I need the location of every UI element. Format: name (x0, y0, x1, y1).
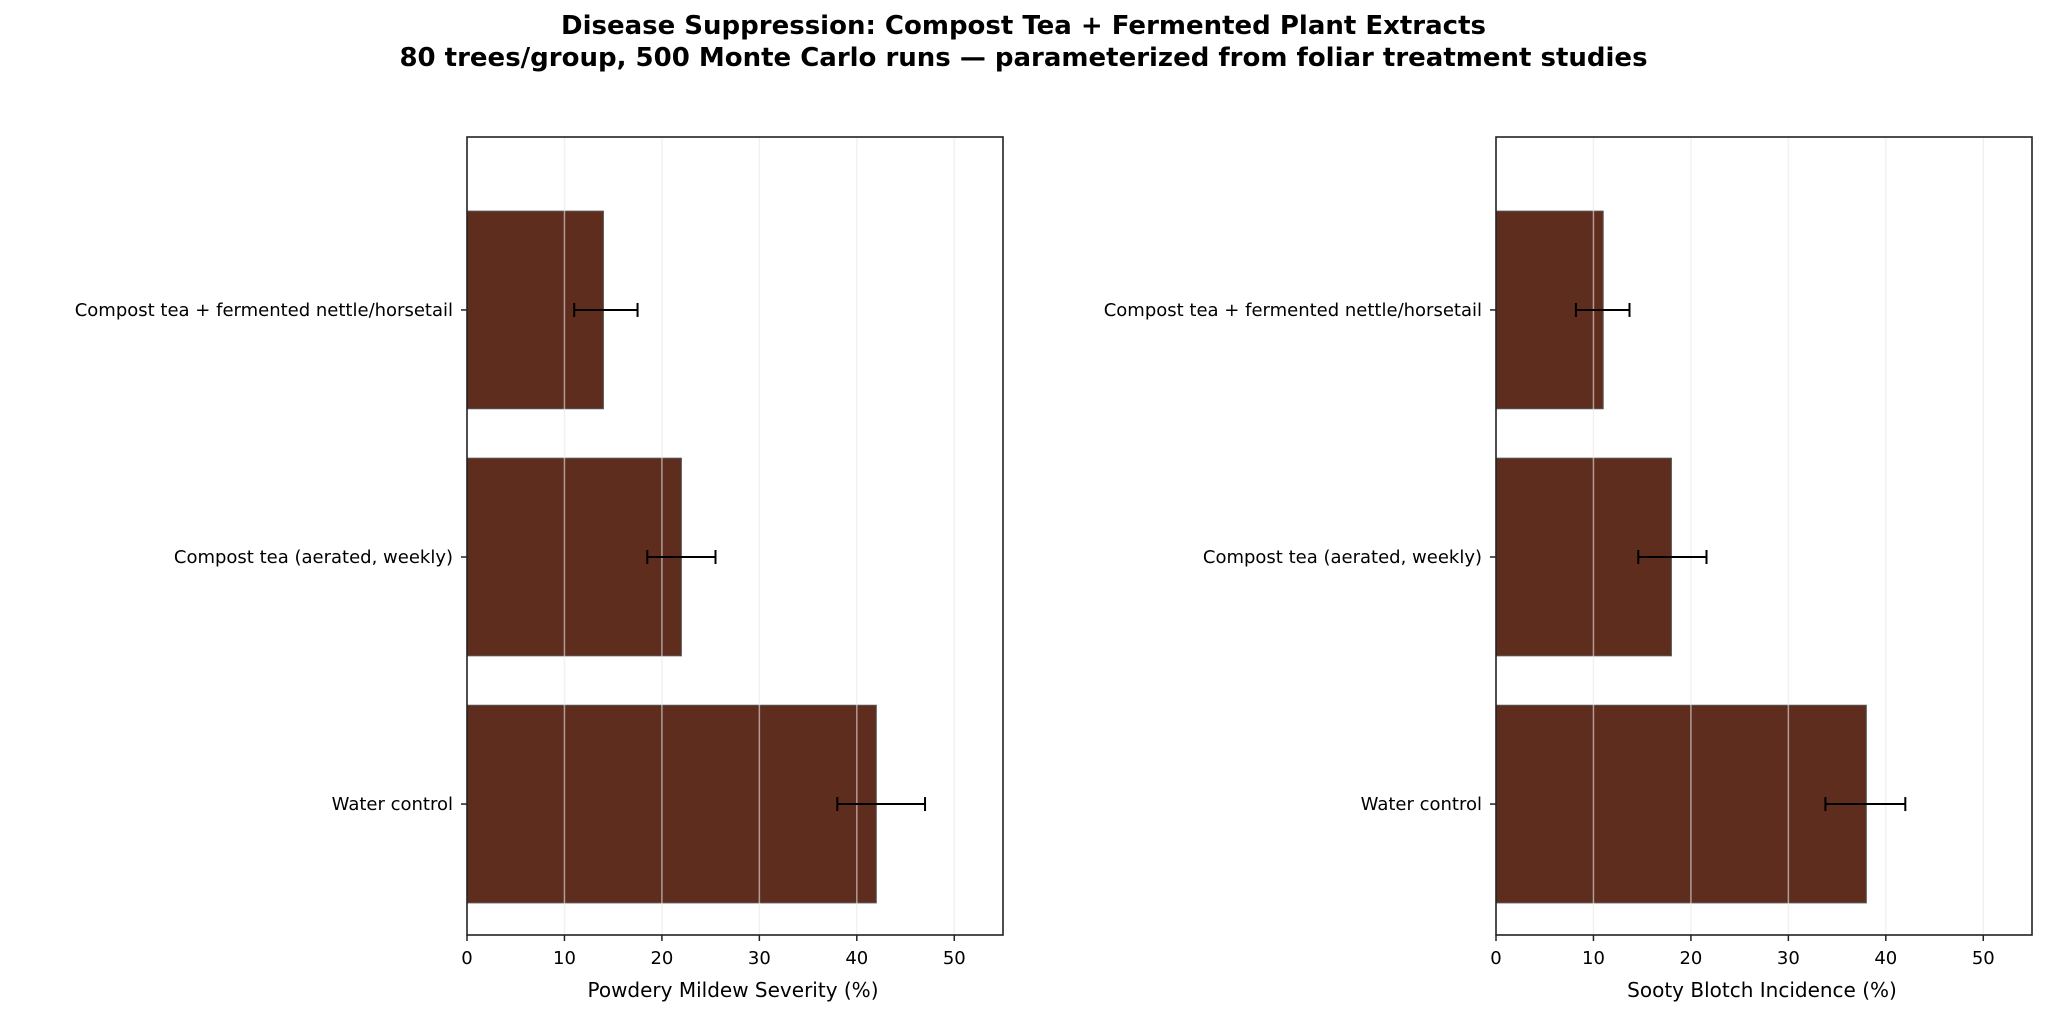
error-bar (573, 302, 639, 317)
error-bar (1824, 797, 1907, 812)
chart-title: Disease Suppression: Compost Tea + Ferme… (561, 11, 1486, 41)
panel-2: Compost tea + fermented nettle/horsetail… (1104, 136, 2033, 1002)
y-tick-label: Compost tea (aerated, weekly) (1203, 547, 1482, 568)
y-tick-label: Compost tea + fermented nettle/horsetail (75, 300, 453, 321)
bar (1495, 704, 1867, 904)
x-tick-label: 0 (1490, 948, 1501, 969)
x-tick-label: 40 (845, 948, 868, 969)
x-axis-label: Powdery Mildew Severity (%) (587, 978, 878, 1002)
x-tick-label: 20 (1679, 948, 1702, 969)
x-tick-label: 20 (650, 948, 673, 969)
x-axis-label: Sooty Blotch Incidence (%) (1627, 978, 1897, 1002)
x-tick-label: 10 (1582, 948, 1605, 969)
x-tick-label: 10 (553, 948, 576, 969)
error-bar (836, 797, 927, 812)
x-tick-label: 50 (1972, 948, 1995, 969)
error-bar (1637, 550, 1708, 564)
x-tick-label: 50 (943, 948, 966, 969)
y-tick-label: Water control (332, 794, 453, 815)
chart-subtitle: 80 trees/group, 500 Monte Carlo runs — p… (399, 43, 1648, 73)
x-tick-label: 30 (748, 948, 771, 969)
error-bar (1574, 302, 1631, 317)
axes-frame (1495, 136, 2033, 936)
x-tick-label: 40 (1874, 948, 1897, 969)
y-tick-label: Compost tea + fermented nettle/horsetail (1104, 300, 1482, 321)
y-tick-label: Compost tea (aerated, weekly) (174, 547, 453, 568)
y-tick-label: Water control (1361, 794, 1482, 815)
panel-1: Compost tea + fermented nettle/horsetail… (75, 136, 1004, 1002)
x-tick-label: 0 (461, 948, 472, 969)
axes-frame (466, 136, 1004, 936)
x-tick-label: 30 (1777, 948, 1800, 969)
error-bar (646, 550, 717, 564)
bar (466, 704, 877, 904)
